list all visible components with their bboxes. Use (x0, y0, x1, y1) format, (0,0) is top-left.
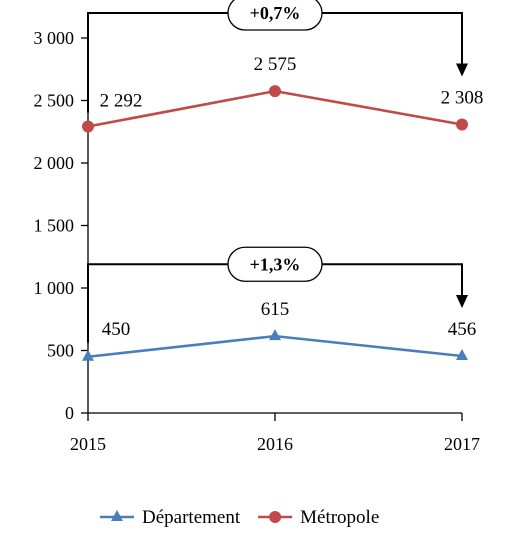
data-point-triangle (269, 329, 281, 341)
x-tick-label: 2017 (444, 434, 480, 454)
data-point-triangle (456, 349, 468, 360)
y-tick-label: 1 500 (34, 216, 75, 236)
data-label: 456 (448, 319, 477, 340)
y-tick-label: 3 000 (34, 28, 75, 48)
data-label: 615 (261, 299, 290, 320)
variation-badge (227, 0, 323, 31)
legend: Département Métropole (100, 507, 379, 528)
arrow-head-icon (456, 63, 468, 77)
legend-triangle-icon (111, 510, 123, 521)
y-tick-label: 2 500 (34, 91, 75, 111)
axes: 0 500 1 000 1 500 2 000 2 500 3 000 2015 2016 201… (34, 28, 481, 454)
data-point-triangle (82, 349, 94, 361)
y-tick-label: 2 000 (34, 153, 75, 173)
series-layer (82, 85, 468, 361)
y-tick-label: 0 (65, 403, 74, 423)
legend-label: Métropole (300, 507, 379, 528)
y-tick-label: 500 (47, 341, 74, 361)
data-label: 2 308 (441, 88, 484, 109)
x-tick-label: 2016 (257, 434, 293, 454)
annotation-layer: +0,7% +1,3% (87, 0, 468, 343)
data-point-circle (456, 118, 468, 131)
legend-circle-icon (269, 511, 282, 523)
x-tick-label: 2015 (70, 434, 106, 454)
data-label: 2 575 (254, 54, 297, 75)
data-label: 450 (102, 319, 131, 340)
legend-label: Département (142, 507, 241, 528)
data-point-circle (269, 85, 281, 98)
data-label: 2 292 (100, 91, 143, 112)
arrow-head-icon (456, 295, 468, 308)
y-tick-label: 1 000 (34, 278, 75, 298)
variation-label: +0,7% (250, 3, 301, 23)
data-labels: 450 615 456 2 292 2 575 2 308 (100, 54, 484, 340)
variation-badge (227, 246, 323, 282)
data-point-circle (82, 120, 94, 133)
variation-label: +1,3% (250, 254, 301, 274)
